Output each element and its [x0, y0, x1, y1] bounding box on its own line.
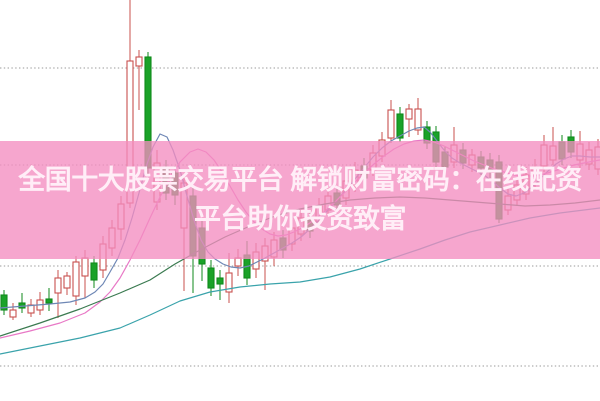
candlestick	[414, 98, 422, 135]
candlestick	[0, 290, 8, 315]
candlestick	[216, 270, 224, 300]
candlestick	[90, 256, 98, 288]
candlestick	[54, 270, 62, 318]
candlestick	[63, 272, 71, 295]
promo-banner-line2: 平台助你投资致富	[194, 204, 407, 234]
candlestick	[207, 260, 215, 296]
candlestick	[225, 253, 233, 303]
promo-banner-overlay[interactable]: 全国十大股票交易平台 解锁财富密码：在线配资 平台助你投资致富	[0, 141, 600, 259]
candlestick	[18, 293, 26, 313]
candlestick	[27, 299, 35, 317]
candlestick	[135, 50, 143, 110]
candlestick	[72, 256, 80, 305]
candlestick	[36, 292, 44, 315]
candlestick	[45, 288, 53, 311]
promo-banner-line1: 全国十大股票交易平台 解锁财富密码：在线配资	[18, 165, 582, 195]
candlestick	[387, 100, 395, 143]
candlestick	[9, 303, 17, 320]
